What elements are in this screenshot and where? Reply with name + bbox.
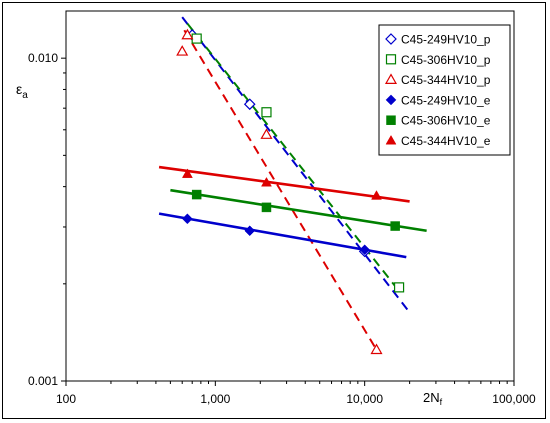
y-tick-label: 0.010 xyxy=(28,51,58,65)
data-point-c45-344hv10_p xyxy=(176,45,189,56)
y-axis-label: εa xyxy=(16,81,28,101)
fit-line-c45-306hv10_e xyxy=(170,188,427,233)
data-point-c45-344hv10_e xyxy=(261,176,272,187)
x-axis-label: 2Nf xyxy=(423,390,443,407)
fit-line-c45-306hv10_p xyxy=(186,22,400,292)
data-point-c45-249hv10_e xyxy=(182,213,193,225)
y-tick-label: 0.001 xyxy=(28,374,58,388)
legend-marker xyxy=(384,73,398,84)
legend-marker xyxy=(385,33,397,45)
data-point-c45-344hv10_p xyxy=(181,28,194,40)
data-point-c45-249hv10_e xyxy=(359,244,371,256)
legend-label: C45-306HV10_e xyxy=(401,114,491,128)
legend-marker xyxy=(386,115,396,125)
data-point-c45-306hv10_p xyxy=(393,282,405,293)
data-point-c45-249hv10_e xyxy=(244,225,256,237)
data-point-c45-306hv10_e xyxy=(261,202,272,213)
legend: C45-249HV10_p C45-306HV10_p C45-344HV10_p C… xyxy=(378,24,511,156)
legend-marker xyxy=(385,134,397,145)
plot-area xyxy=(65,10,515,382)
data-markers xyxy=(176,28,405,355)
legend-label: C45-249HV10_p xyxy=(401,33,491,47)
data-point-c45-249hv10_p xyxy=(243,98,256,111)
legend-marker xyxy=(385,54,397,65)
chart-svg: 100 1,000 10,000 100,000 0.001 0.010 C45-249H… xyxy=(16,10,536,407)
legend-label: C45-249HV10_e xyxy=(401,93,491,107)
data-point-c45-344hv10_e xyxy=(371,190,382,200)
legend-label: C45-344HV10_e xyxy=(401,134,491,148)
data-point-c45-344hv10_p xyxy=(370,343,383,355)
x-tick-label: 100 xyxy=(56,392,76,406)
fit-line-c45-344hv10_p xyxy=(183,29,378,351)
chart-frame: 100 1,000 10,000 100,000 0.001 0.010 C45-249H… xyxy=(2,2,546,419)
data-point-c45-306hv10_p xyxy=(261,107,272,118)
legend-box xyxy=(378,24,511,156)
data-point-c45-344hv10_e xyxy=(181,168,193,178)
data-point-c45-306hv10_p xyxy=(191,33,202,44)
legend-label: C45-344HV10_p xyxy=(401,73,491,87)
data-point-c45-306hv10_e xyxy=(191,189,202,200)
data-point-c45-306hv10_e xyxy=(390,221,400,231)
fit-line-c45-344hv10_e xyxy=(158,165,410,203)
legend-marker xyxy=(385,94,397,106)
x-tick-label: 1,000 xyxy=(200,392,230,406)
x-tick-label: 10,000 xyxy=(346,392,383,406)
axes: 100 1,000 10,000 100,000 0.001 0.010 xyxy=(28,51,536,406)
legend-label: C45-306HV10_p xyxy=(401,53,491,67)
x-tick-label: 100,000 xyxy=(492,392,536,406)
data-point-c45-344hv10_p xyxy=(260,128,273,139)
